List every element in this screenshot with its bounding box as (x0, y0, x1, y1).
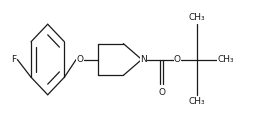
Text: O: O (76, 55, 83, 64)
Text: CH₃: CH₃ (188, 13, 205, 22)
Text: CH₃: CH₃ (217, 55, 234, 64)
Text: F: F (11, 55, 16, 64)
Text: O: O (174, 55, 181, 64)
Text: N: N (140, 55, 146, 64)
Text: O: O (158, 88, 165, 97)
Text: CH₃: CH₃ (188, 97, 205, 106)
